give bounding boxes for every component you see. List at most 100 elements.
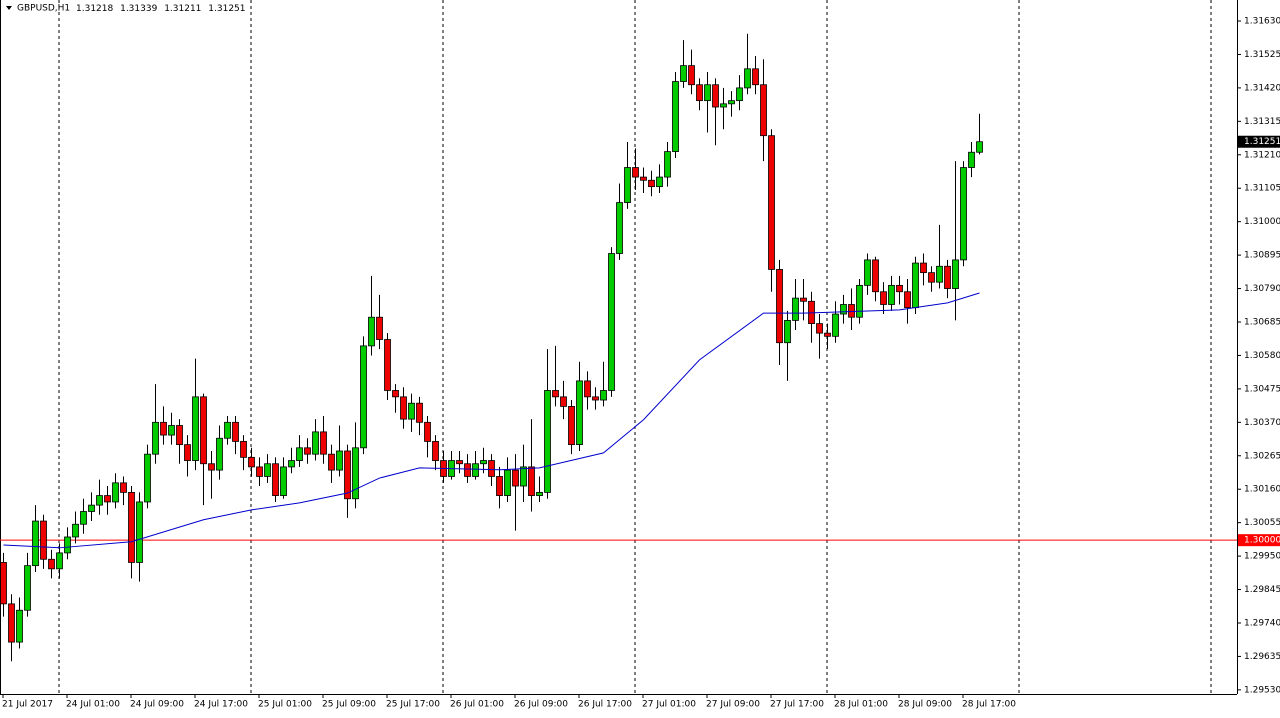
candle-body	[552, 390, 559, 398]
candle-body	[272, 463, 279, 496]
candle-body	[800, 297, 807, 302]
candle-body	[72, 523, 79, 538]
candle-body	[600, 390, 607, 401]
candle-body	[576, 380, 583, 446]
candle-body	[904, 291, 911, 309]
candle-body	[328, 453, 335, 471]
ohlc-high: 1.31339	[120, 4, 157, 14]
x-tick-label: 25 Jul 09:00	[322, 700, 376, 710]
candle-body	[64, 536, 71, 554]
candle-body	[424, 421, 431, 442]
x-tick-label: 27 Jul 09:00	[706, 700, 760, 710]
candle-body	[824, 332, 831, 337]
candle-body	[784, 320, 791, 344]
level-label-box	[1238, 534, 1280, 547]
candle-body	[416, 402, 423, 423]
candle-body	[384, 339, 391, 391]
candle-body	[744, 68, 751, 89]
y-tick-label: 1.29635	[1244, 652, 1280, 662]
candle-body	[736, 87, 743, 102]
y-tick-label: 1.30475	[1244, 384, 1280, 394]
candle-body	[144, 453, 151, 503]
x-tick-label: 27 Jul 17:00	[770, 700, 824, 710]
menu-arrow	[6, 6, 12, 10]
candle-body	[336, 450, 343, 471]
candle-body	[936, 265, 943, 283]
y-tick-label: 1.29950	[1244, 552, 1280, 562]
candle-body	[432, 441, 439, 461]
y-tick-label: 1.31315	[1244, 117, 1280, 127]
moving-average	[3, 292, 980, 549]
y-tick-label: 1.30055	[1244, 518, 1280, 528]
candle-body	[280, 466, 287, 496]
x-tick-label: 21 Jul 2017	[2, 700, 53, 710]
candle-body	[88, 504, 95, 512]
candle-body	[368, 316, 375, 347]
candle-body	[96, 495, 103, 506]
candle-body	[960, 167, 967, 261]
y-tick-label: 1.30790	[1244, 284, 1280, 294]
ohlc-close: 1.31251	[208, 4, 245, 14]
candle-body	[192, 396, 199, 461]
candle-body	[184, 444, 191, 461]
candle-body	[264, 463, 271, 477]
candle-body	[944, 265, 951, 289]
ohlc-header: 1.31218 1.31339 1.31211 1.31251	[76, 4, 246, 14]
candle-body	[120, 482, 127, 493]
candle-body	[304, 447, 311, 455]
candle-body	[24, 565, 31, 611]
candle-body	[352, 447, 359, 500]
candle-body	[240, 441, 247, 458]
candle-body	[208, 463, 215, 471]
candle-body	[664, 151, 671, 178]
candle-body	[632, 167, 639, 178]
candle-body	[496, 476, 503, 496]
candle-body	[712, 84, 719, 108]
candle-body	[560, 396, 567, 407]
candle-body	[472, 463, 479, 477]
candle-body	[648, 179, 655, 188]
x-tick-label: 25 Jul 01:00	[258, 700, 312, 710]
candle-body	[640, 176, 647, 181]
candle-body	[896, 284, 903, 293]
level-label: 1.30000	[1244, 536, 1280, 546]
candle-body	[584, 380, 591, 398]
candle-body	[760, 84, 767, 137]
candle-body	[344, 450, 351, 500]
candle-body	[408, 402, 415, 420]
candle-body	[544, 390, 551, 493]
candle-body	[136, 501, 143, 563]
candle-body	[592, 396, 599, 401]
x-tick-label: 28 Jul 09:00	[898, 700, 952, 710]
candle-body	[56, 552, 63, 570]
candle-body	[704, 84, 711, 102]
candle-body	[968, 151, 975, 168]
candle-body	[536, 491, 543, 496]
candle-body	[200, 396, 207, 465]
candle-body	[568, 405, 575, 446]
y-tick-label: 1.29740	[1244, 618, 1280, 628]
candle-body	[880, 291, 887, 305]
candle-body	[128, 491, 135, 563]
candle-body	[456, 460, 463, 465]
candle-body	[8, 603, 15, 643]
candle-body	[848, 304, 855, 318]
candle-body	[296, 447, 303, 461]
candle-body	[792, 297, 799, 321]
candle-body	[232, 421, 239, 442]
candle-body	[672, 81, 679, 153]
candle-body	[624, 167, 631, 203]
candle-body	[320, 431, 327, 455]
candle-body	[840, 304, 847, 315]
y-tick-label: 1.30160	[1244, 485, 1280, 495]
candle-body	[832, 313, 839, 337]
candle-body	[520, 466, 527, 487]
candle-body	[864, 259, 871, 286]
candle-body	[104, 495, 111, 503]
candle-body	[400, 396, 407, 420]
candle-body	[40, 520, 47, 560]
candle-body	[176, 425, 183, 446]
candle-body	[720, 103, 727, 108]
x-tick-label: 28 Jul 01:00	[834, 700, 888, 710]
